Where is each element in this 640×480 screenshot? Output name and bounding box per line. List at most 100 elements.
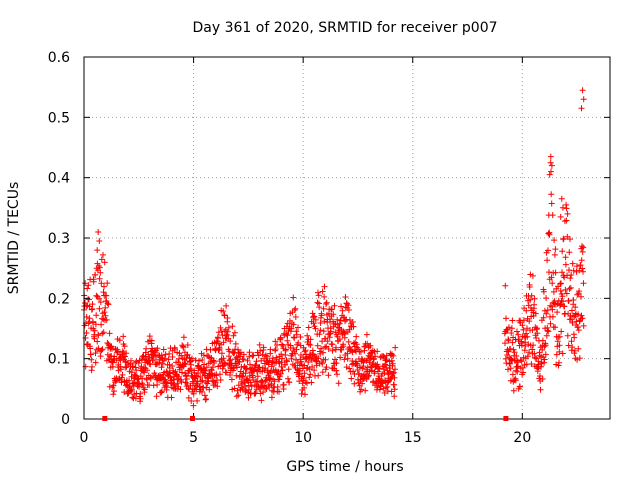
data-point xyxy=(137,395,144,402)
data-point xyxy=(96,275,103,282)
data-point xyxy=(509,371,516,378)
data-point xyxy=(350,323,357,330)
data-point xyxy=(258,397,265,404)
data-point xyxy=(268,380,275,387)
data-point xyxy=(526,284,533,290)
data-point xyxy=(246,349,253,356)
data-point xyxy=(539,376,546,382)
data-point xyxy=(269,355,276,362)
data-point xyxy=(128,357,134,364)
data-point xyxy=(285,375,291,382)
data-point xyxy=(571,334,578,341)
data-point xyxy=(365,372,372,379)
data-points xyxy=(81,87,587,409)
data-point xyxy=(202,367,209,374)
data-point xyxy=(341,334,348,341)
data-point xyxy=(506,324,512,331)
data-point xyxy=(548,191,555,198)
data-point xyxy=(279,367,286,374)
data-point xyxy=(111,388,117,395)
data-point xyxy=(86,315,93,322)
data-point xyxy=(267,346,274,353)
data-point xyxy=(234,364,240,371)
data-point xyxy=(143,345,150,352)
data-point xyxy=(180,334,187,341)
data-point xyxy=(529,327,536,334)
data-point xyxy=(548,200,555,207)
data-point xyxy=(257,390,264,397)
data-point xyxy=(188,361,194,368)
data-point xyxy=(502,340,508,347)
data-point xyxy=(90,278,97,285)
data-point xyxy=(574,324,581,330)
data-point xyxy=(200,352,207,359)
data-point xyxy=(308,379,315,386)
data-point xyxy=(99,330,106,337)
data-point xyxy=(567,275,574,282)
data-point xyxy=(189,355,195,362)
data-point xyxy=(293,331,300,338)
data-point xyxy=(559,350,566,357)
data-point xyxy=(336,336,343,343)
data-point xyxy=(232,346,239,353)
data-point xyxy=(526,318,533,325)
x-axis-marker xyxy=(102,416,108,421)
data-point xyxy=(163,368,170,375)
data-point xyxy=(580,322,587,329)
data-point xyxy=(98,280,105,287)
data-point xyxy=(148,337,155,344)
data-point xyxy=(560,235,567,242)
data-point xyxy=(259,351,266,358)
data-point xyxy=(579,265,586,272)
data-point xyxy=(283,331,290,338)
data-point xyxy=(185,394,192,401)
data-point xyxy=(123,350,130,357)
data-point xyxy=(96,264,103,271)
data-point xyxy=(567,284,574,291)
data-point xyxy=(561,218,568,225)
data-point xyxy=(106,330,113,337)
data-point xyxy=(520,369,527,376)
data-point xyxy=(96,305,103,312)
data-point xyxy=(549,280,556,287)
data-point xyxy=(580,268,586,275)
data-point xyxy=(190,390,197,397)
data-point xyxy=(545,247,551,254)
data-point xyxy=(226,348,233,355)
data-point xyxy=(104,280,111,287)
data-point xyxy=(554,309,561,316)
data-point xyxy=(290,294,297,301)
data-point xyxy=(323,364,330,371)
data-point xyxy=(353,333,360,340)
data-point xyxy=(176,355,182,362)
data-point xyxy=(217,377,224,383)
data-point xyxy=(391,393,398,400)
data-point xyxy=(336,320,343,327)
data-point xyxy=(292,314,299,320)
data-point xyxy=(556,348,563,355)
data-point xyxy=(333,367,340,374)
data-point xyxy=(367,342,374,349)
data-point xyxy=(170,376,177,383)
data-point xyxy=(288,355,295,362)
data-point xyxy=(532,354,539,361)
data-point xyxy=(165,356,172,363)
data-point xyxy=(567,236,573,243)
data-point xyxy=(238,384,245,391)
data-point xyxy=(341,356,348,363)
data-point xyxy=(380,353,387,360)
data-point xyxy=(568,338,575,345)
data-point xyxy=(548,162,555,169)
data-point xyxy=(284,337,291,344)
data-point xyxy=(201,392,208,399)
data-point xyxy=(559,298,566,305)
data-point xyxy=(507,365,514,372)
x-tick-label: 5 xyxy=(189,430,198,446)
data-point xyxy=(292,350,299,357)
data-point xyxy=(229,323,236,330)
data-point xyxy=(181,361,188,368)
data-point xyxy=(557,301,564,308)
data-point xyxy=(564,332,571,339)
data-point xyxy=(322,344,328,351)
